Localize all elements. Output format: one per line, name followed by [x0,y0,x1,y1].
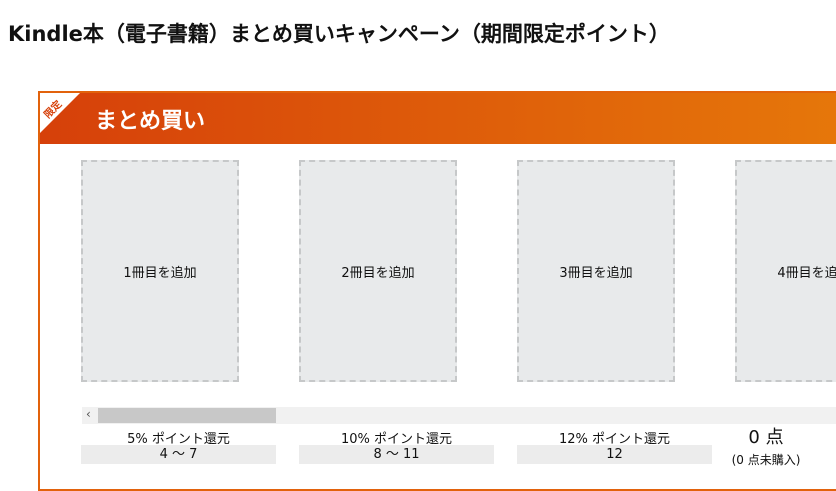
tier-label: 10% ポイント還元 [340,432,453,447]
scrollbar[interactable]: ‹ › [82,407,836,424]
add-book-slot[interactable]: 1冊目を追加 [81,160,239,382]
bundle-panel: まとめ買い 限定 1冊目を追加2冊目を追加3冊目を追加4冊目を追加 ‹ › 5%… [38,91,836,491]
page-title: Kindle本（電子書籍）まとめ買いキャンペーン（期間限定ポイント） [8,22,670,46]
add-book-slot[interactable]: 2冊目を追加 [299,160,457,382]
badge-corner [40,93,80,133]
body: Kindle本（電子書籍）まとめ買いキャンペーン（期間限定ポイント） まとめ買い… [8,22,836,491]
add-book-slot[interactable]: 3冊目を追加 [517,160,675,382]
banner: まとめ買い [40,93,836,144]
add-book-slot[interactable]: 4冊目を追加 [735,160,836,382]
tier-range: 8 〜 11 [299,445,494,464]
tier-label: 12% ポイント還元 [558,432,671,447]
scroll-thumb[interactable] [98,408,276,423]
tier-range: 4 〜 7 [81,445,276,464]
banner-text: まとめ買い [95,109,206,134]
points: 0 点 [748,427,784,448]
points-note: (0 点未購入) [731,453,801,467]
page: {"header": {"title": "Kindle本（電子書籍）まとめ買い… [8,22,836,491]
scroll-left[interactable]: ‹ [86,407,91,421]
tier-label: 5% ポイント還元 [127,432,230,447]
tier-range: 12 [517,445,712,464]
